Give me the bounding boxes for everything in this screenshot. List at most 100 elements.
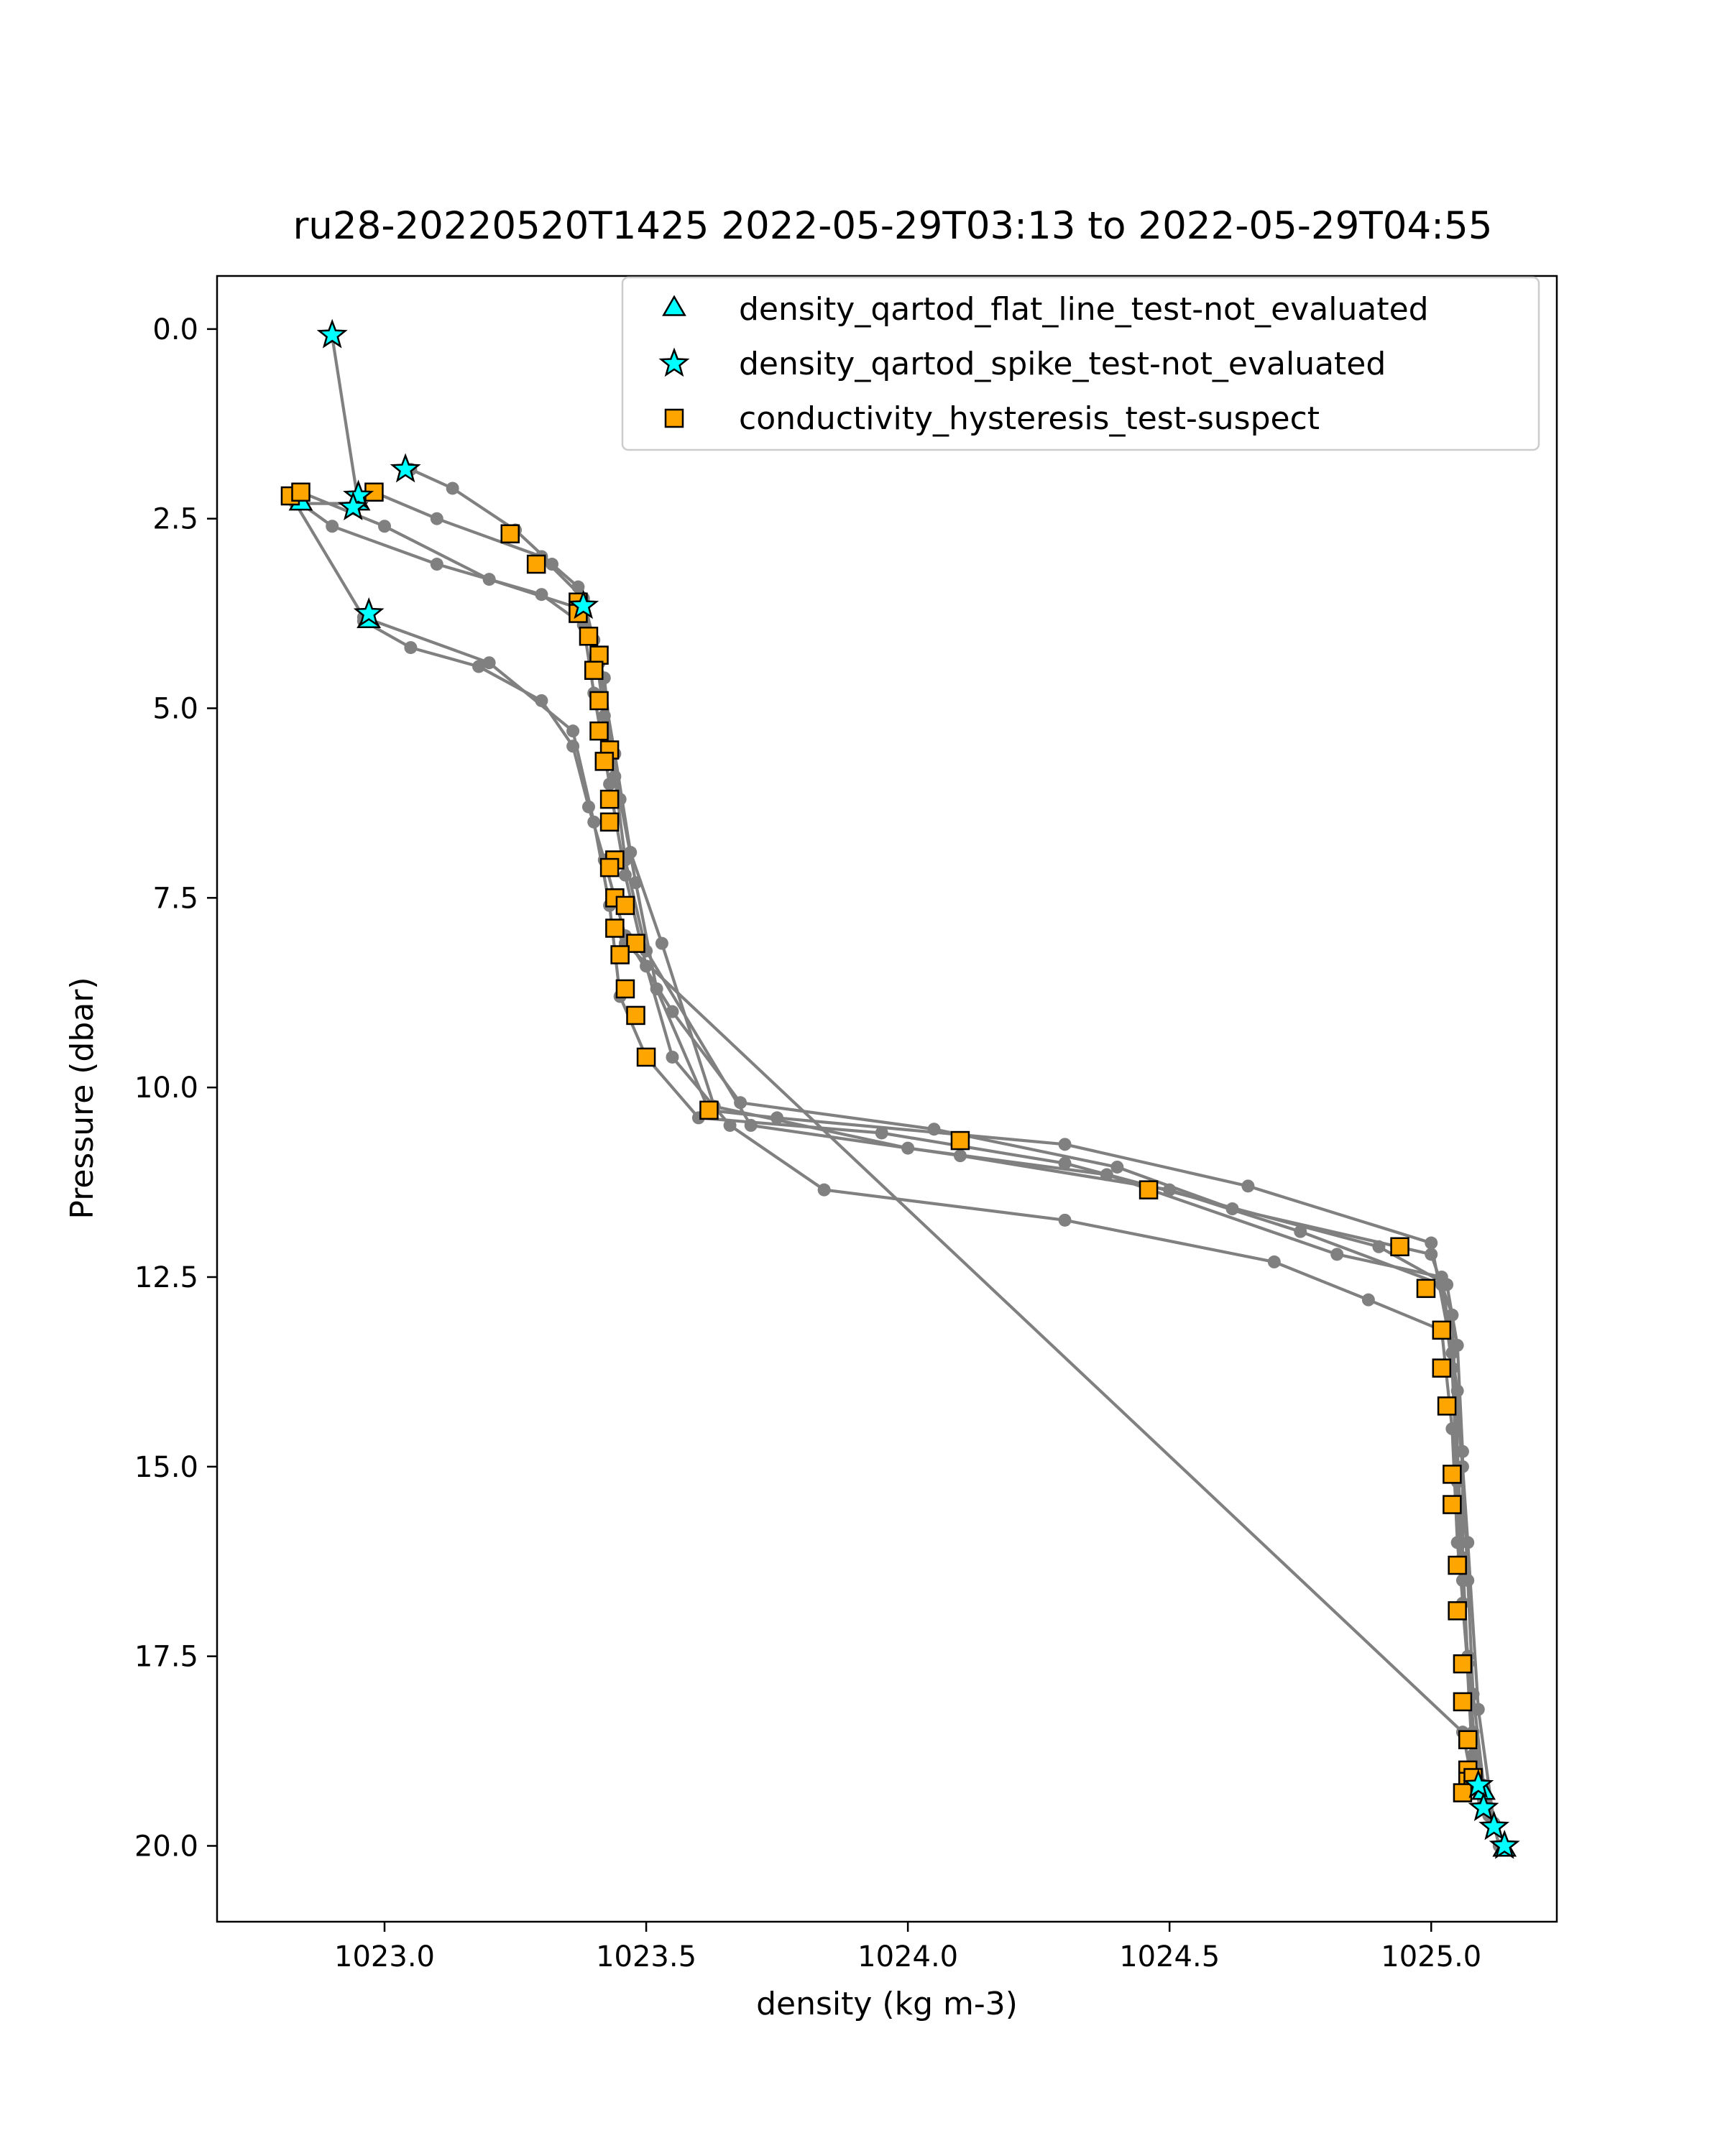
profile-point <box>566 724 580 738</box>
profile-point <box>1455 1445 1469 1458</box>
hysteresis-marker <box>1432 1358 1452 1378</box>
profile-point <box>640 959 653 973</box>
x-axis-ticks: 1023.0 1023.5 1024.0 1024.5 1025.0 <box>334 1922 1481 1973</box>
profile-point <box>430 512 443 525</box>
profile-line <box>373 490 1496 1824</box>
profile-point <box>404 641 418 655</box>
hysteresis-marker <box>599 812 620 832</box>
profile-point <box>875 1126 888 1140</box>
profile-point <box>1425 1236 1438 1250</box>
x-axis-label: density (kg m-3) <box>756 1986 1018 2022</box>
hysteresis-marker <box>699 1100 719 1120</box>
profile-point <box>482 656 496 670</box>
profile-point <box>1461 1536 1475 1549</box>
hysteresis-marker <box>579 627 599 646</box>
profile-point <box>581 800 595 814</box>
profile-line <box>362 619 1475 1771</box>
profile-point <box>927 1123 941 1136</box>
profile-point <box>744 1118 758 1132</box>
spike-marker <box>1478 1810 1510 1841</box>
y-tick-label: 12.5 <box>134 1261 198 1294</box>
spike-marker <box>1463 1769 1494 1799</box>
profile-point <box>446 482 459 495</box>
spike-marker <box>343 479 374 510</box>
profile-line <box>300 490 1491 1816</box>
y-tick-label: 2.5 <box>152 503 198 536</box>
profile-point <box>1100 1168 1113 1181</box>
profile-point <box>571 580 585 594</box>
profile-point <box>1450 1384 1464 1398</box>
hysteresis-marker <box>950 1130 970 1151</box>
profile-line <box>294 336 1486 1801</box>
profile-point <box>723 1118 737 1132</box>
flag-markers <box>280 318 1520 1859</box>
profile-points <box>283 330 1506 1853</box>
hysteresis-marker <box>610 945 630 964</box>
hysteresis-marker <box>1390 1237 1409 1257</box>
profile-point <box>618 868 632 882</box>
y-tick-label: 5.0 <box>152 693 198 726</box>
hysteresis-marker <box>615 895 635 916</box>
hysteresis-marker <box>584 660 604 681</box>
profile-point <box>472 660 486 673</box>
profile-point <box>1294 1225 1307 1238</box>
hysteresis-marker <box>291 482 310 502</box>
hysteresis-marker <box>605 918 625 938</box>
profile-point <box>1445 1308 1459 1322</box>
profile-point <box>1058 1138 1072 1151</box>
profile-point <box>666 1050 679 1064</box>
profile-point <box>1361 1293 1375 1307</box>
spike-marker <box>568 589 599 619</box>
profile-point <box>546 558 558 571</box>
x-tick-label: 1023.0 <box>334 1940 435 1973</box>
hysteresis-marker <box>594 752 615 771</box>
profile-point <box>587 815 601 829</box>
spike-marker <box>390 453 421 483</box>
y-axis-label: Pressure (dbar) <box>64 977 101 1219</box>
hysteresis-marker <box>1448 1555 1467 1575</box>
hysteresis-marker <box>626 934 645 953</box>
hysteresis-marker <box>526 554 546 574</box>
profile-point <box>901 1141 915 1155</box>
profile-point <box>1241 1179 1255 1193</box>
profile-line <box>624 942 1486 1809</box>
legend-label: density_qartod_spike_test-not_evaluated <box>739 346 1386 382</box>
profile-point <box>817 1183 831 1197</box>
profile-point <box>1058 1156 1072 1170</box>
plot-frame <box>216 275 1558 1923</box>
profile-point <box>655 936 668 950</box>
spike-marker <box>353 597 385 627</box>
profile-point <box>535 694 548 707</box>
legend-square-marker <box>664 408 684 428</box>
spike-marker <box>1468 1792 1499 1821</box>
profile-point <box>326 520 339 533</box>
profile-point <box>430 558 443 571</box>
profile-point <box>1445 1422 1459 1436</box>
profile-point <box>566 740 580 753</box>
legend-label: density_qartod_flat_line_test-not_evalua… <box>739 291 1429 328</box>
y-axis-ticks: 0.0 2.5 5.0 7.5 10.0 12.5 15.0 17.5 20.0 <box>134 313 217 1863</box>
profile-point <box>1372 1240 1386 1253</box>
profile-point <box>1225 1202 1239 1216</box>
hysteresis-marker <box>599 857 620 877</box>
spike-marker <box>1489 1829 1520 1859</box>
x-tick-label: 1024.0 <box>857 1940 958 1973</box>
legend-frame <box>621 276 1540 451</box>
profile-point <box>1267 1255 1281 1268</box>
y-tick-label: 15.0 <box>134 1451 198 1484</box>
hysteresis-marker <box>1443 1465 1462 1484</box>
profile-point <box>770 1111 784 1125</box>
legend-triangle-marker <box>662 295 686 316</box>
hysteresis-marker <box>1453 1692 1473 1712</box>
profile-point <box>1058 1213 1072 1227</box>
profile-point <box>1450 1536 1464 1549</box>
profile-point <box>734 1096 748 1110</box>
legend-star-marker <box>658 347 690 377</box>
profile-point <box>482 573 496 586</box>
profile-lines <box>289 336 1501 1847</box>
hysteresis-marker <box>1432 1320 1452 1340</box>
hysteresis-marker <box>1448 1601 1467 1621</box>
profile-point <box>597 709 611 723</box>
x-tick-label: 1025.0 <box>1381 1940 1481 1973</box>
